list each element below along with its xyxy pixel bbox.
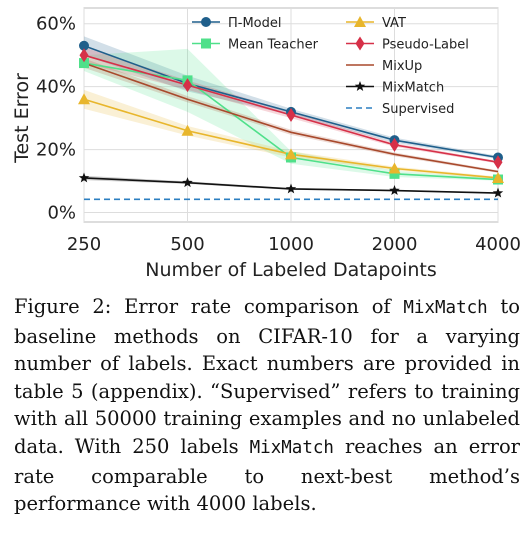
legend-label-mixmatch: MixMatch xyxy=(382,81,444,96)
legend: Π-Model Mean Teacher VAT Pseudo-Label MixUp M… xyxy=(192,16,469,117)
legend-label-mixup: MixUp xyxy=(382,59,422,74)
data-point-pi-model-0 xyxy=(79,40,89,51)
data-point-pseudo-label-1 xyxy=(183,78,192,93)
series-markers xyxy=(78,40,504,198)
data-point-pseudo-label-2 xyxy=(286,108,296,122)
legend-marker-vat xyxy=(354,16,366,27)
data-point-vat-2 xyxy=(285,148,297,160)
series-line-mixup xyxy=(83,62,499,173)
data-point-pseudo-label-0 xyxy=(79,48,89,63)
legend-label-pi-model: Π-Model xyxy=(228,16,282,31)
caption-text-1: Error rate comparison of xyxy=(111,295,404,318)
legend-label-mean-teacher: Mean Teacher xyxy=(228,38,319,53)
data-point-vat-0 xyxy=(78,93,90,105)
y-axis-label: Test Error xyxy=(11,73,33,164)
y-tick-label-1: 20% xyxy=(36,140,76,161)
legend-label-vat: VAT xyxy=(382,16,406,31)
data-point-vat-4 xyxy=(492,171,504,183)
legend-marker-pi-model xyxy=(201,17,211,27)
y-tick-label-0: 0% xyxy=(47,203,76,224)
x-axis-label: Number of Labeled Datapoints xyxy=(145,259,437,281)
legend-marker-mean-teacher xyxy=(201,38,211,49)
legend-marker-pseudo-label xyxy=(355,36,365,51)
x-tick-label-0: 250 xyxy=(67,234,101,255)
caption-method-name: MixMatch xyxy=(403,298,488,318)
data-point-mixmatch-1 xyxy=(182,177,193,188)
x-tick-label-2: 1000 xyxy=(268,234,314,255)
data-point-pseudo-label-4 xyxy=(493,155,503,170)
caption-num-examples: 50000 xyxy=(94,407,157,431)
x-tick-label-3: 2000 xyxy=(372,234,418,255)
legend-marker-mixmatch xyxy=(354,81,366,91)
y-tick-label-3: 60% xyxy=(36,14,76,35)
x-tick-label-4: 4000 xyxy=(475,234,521,255)
error-rate-chart: 0% 20% 40% 60% 250 500 1000 2000 4000 Test Erro… xyxy=(11,7,521,281)
data-point-mean-teacher-3 xyxy=(389,168,400,179)
caption-label: Figure 2: xyxy=(14,295,112,318)
y-tick-label-2: 40% xyxy=(36,77,76,98)
caption-num-250: 250 xyxy=(132,434,170,458)
data-point-mean-teacher-0 xyxy=(79,58,89,69)
x-tick-label-1: 500 xyxy=(170,234,204,255)
data-point-pseudo-label-3 xyxy=(390,137,399,152)
caption-text-2: to baseline methods on CIFAR-10 for a va… xyxy=(14,295,520,431)
legend-label-supervised: Supervised xyxy=(382,102,454,117)
figure-caption: Figure 2: Error rate comparison of MixMa… xyxy=(14,293,520,518)
data-point-mixmatch-2 xyxy=(285,183,297,194)
y-tick-labels: 0% 20% 40% 60% xyxy=(36,14,76,224)
caption-text-5: reaches an error rate comparable to next… xyxy=(14,434,521,516)
caption-text-3: training examples and no unlabeled data.… xyxy=(14,407,520,458)
data-point-mixmatch-0 xyxy=(78,172,90,183)
data-point-mixmatch-3 xyxy=(389,185,400,195)
data-point-vat-1 xyxy=(181,124,194,136)
caption-method-name-2: MixMatch xyxy=(249,437,334,458)
legend-label-pseudo-label: Pseudo-Label xyxy=(382,38,469,53)
caption-num-4000: 4000 xyxy=(196,492,247,516)
caption-text-4: labels xyxy=(169,434,250,458)
data-point-vat-3 xyxy=(388,162,401,174)
x-tick-labels: 250 500 1000 2000 4000 xyxy=(67,234,521,255)
data-point-mixmatch-4 xyxy=(492,187,504,198)
caption-text-6: labels. xyxy=(246,492,317,516)
